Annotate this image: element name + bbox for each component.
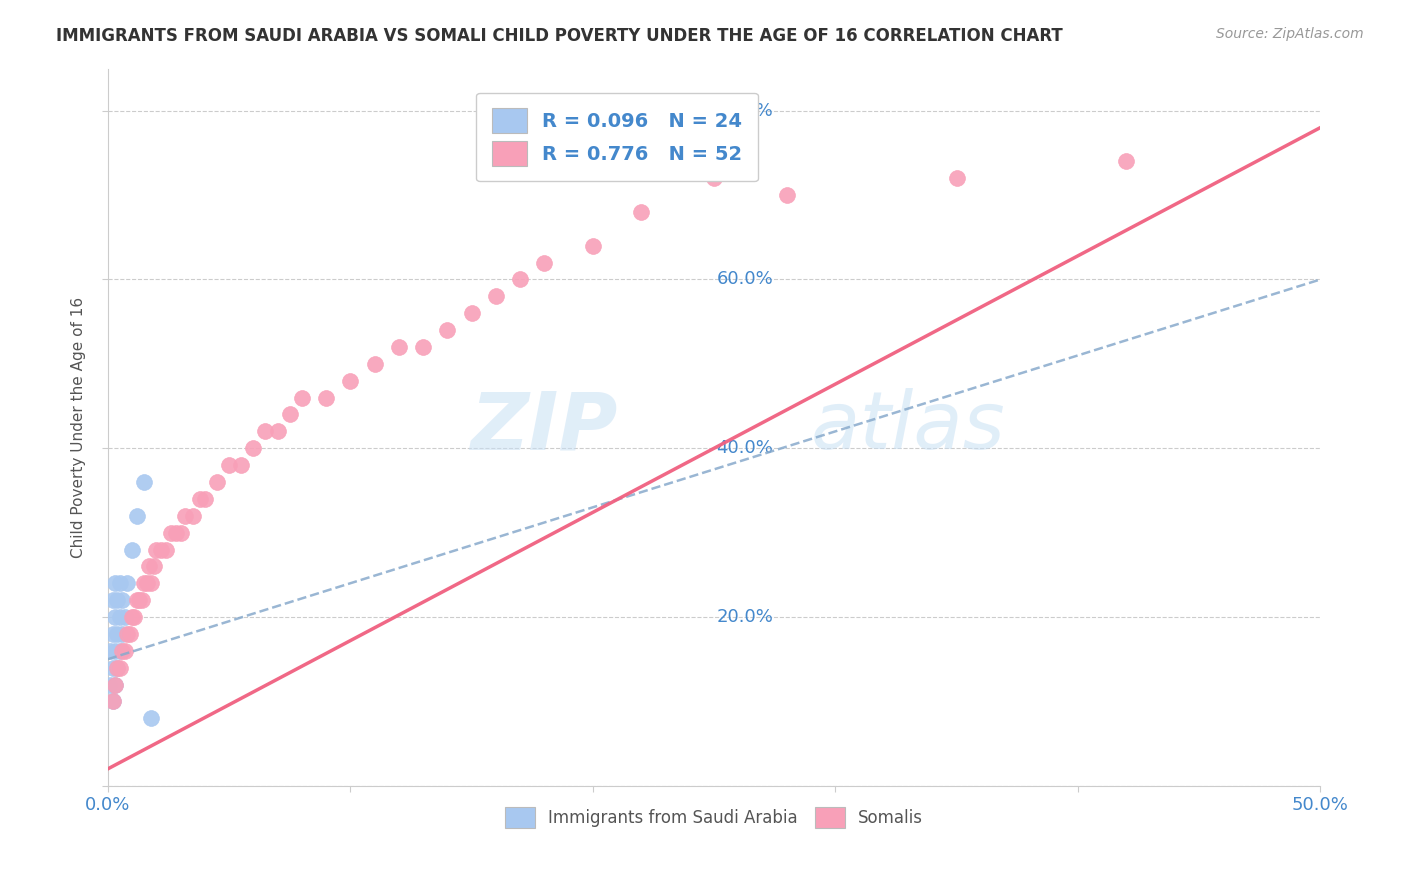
Point	[108, 610, 131, 624]
Point	[125, 508, 148, 523]
Point	[98, 644, 121, 658]
Point	[533, 255, 555, 269]
Point	[155, 542, 177, 557]
Point	[104, 610, 127, 624]
Point	[436, 323, 458, 337]
Point	[111, 644, 134, 658]
Point	[108, 644, 131, 658]
Point	[125, 593, 148, 607]
Point	[98, 677, 121, 691]
Point	[169, 525, 191, 540]
Point	[278, 408, 301, 422]
Point	[388, 340, 411, 354]
Point	[104, 677, 127, 691]
Point	[165, 525, 187, 540]
Point	[135, 576, 157, 591]
Point	[115, 576, 138, 591]
Text: ZIP: ZIP	[470, 388, 617, 467]
Point	[107, 660, 129, 674]
Point	[141, 711, 163, 725]
Point	[101, 660, 124, 674]
Point	[115, 627, 138, 641]
Point	[181, 508, 204, 523]
Point	[776, 188, 799, 202]
Point	[485, 289, 508, 303]
Point	[108, 576, 131, 591]
Point	[114, 644, 136, 658]
Point	[412, 340, 434, 354]
Point	[703, 171, 725, 186]
Point	[145, 542, 167, 557]
Point	[266, 425, 288, 439]
Point	[101, 593, 124, 607]
Point	[339, 374, 361, 388]
Point	[104, 576, 127, 591]
Point	[188, 491, 211, 506]
Point	[194, 491, 217, 506]
Point	[291, 391, 314, 405]
Point	[134, 576, 156, 591]
Text: 80.0%: 80.0%	[717, 102, 773, 120]
Point	[131, 593, 153, 607]
Text: IMMIGRANTS FROM SAUDI ARABIA VS SOMALI CHILD POVERTY UNDER THE AGE OF 16 CORRELA: IMMIGRANTS FROM SAUDI ARABIA VS SOMALI C…	[56, 27, 1063, 45]
Point	[159, 525, 181, 540]
Point	[509, 272, 531, 286]
Point	[205, 475, 228, 489]
Text: 60.0%: 60.0%	[717, 270, 773, 288]
Point	[582, 238, 605, 252]
Point	[945, 171, 967, 186]
Point	[111, 627, 134, 641]
Legend: Immigrants from Saudi Arabia, Somalis: Immigrants from Saudi Arabia, Somalis	[499, 800, 929, 835]
Text: atlas: atlas	[811, 388, 1005, 467]
Text: 20.0%: 20.0%	[717, 608, 773, 626]
Point	[121, 542, 143, 557]
Point	[630, 205, 652, 219]
Point	[107, 660, 129, 674]
Point	[107, 593, 129, 607]
Point	[138, 559, 160, 574]
Point	[124, 610, 146, 624]
Point	[363, 357, 385, 371]
Point	[104, 677, 127, 691]
Point	[141, 576, 163, 591]
Y-axis label: Child Poverty Under the Age of 16: Child Poverty Under the Age of 16	[72, 297, 86, 558]
Point	[101, 694, 124, 708]
Point	[118, 627, 141, 641]
Point	[134, 475, 156, 489]
Point	[128, 593, 150, 607]
Point	[101, 694, 124, 708]
Text: Source: ZipAtlas.com: Source: ZipAtlas.com	[1216, 27, 1364, 41]
Point	[174, 508, 197, 523]
Point	[101, 627, 124, 641]
Point	[231, 458, 253, 472]
Point	[108, 660, 131, 674]
Point	[1115, 154, 1137, 169]
Point	[142, 559, 165, 574]
Text: 40.0%: 40.0%	[717, 439, 773, 458]
Point	[254, 425, 277, 439]
Point	[111, 593, 134, 607]
Point	[104, 644, 127, 658]
Point	[242, 442, 264, 456]
Point	[114, 610, 136, 624]
Point	[150, 542, 173, 557]
Point	[218, 458, 240, 472]
Point	[121, 610, 143, 624]
Point	[315, 391, 337, 405]
Point	[107, 627, 129, 641]
Point	[460, 306, 482, 320]
